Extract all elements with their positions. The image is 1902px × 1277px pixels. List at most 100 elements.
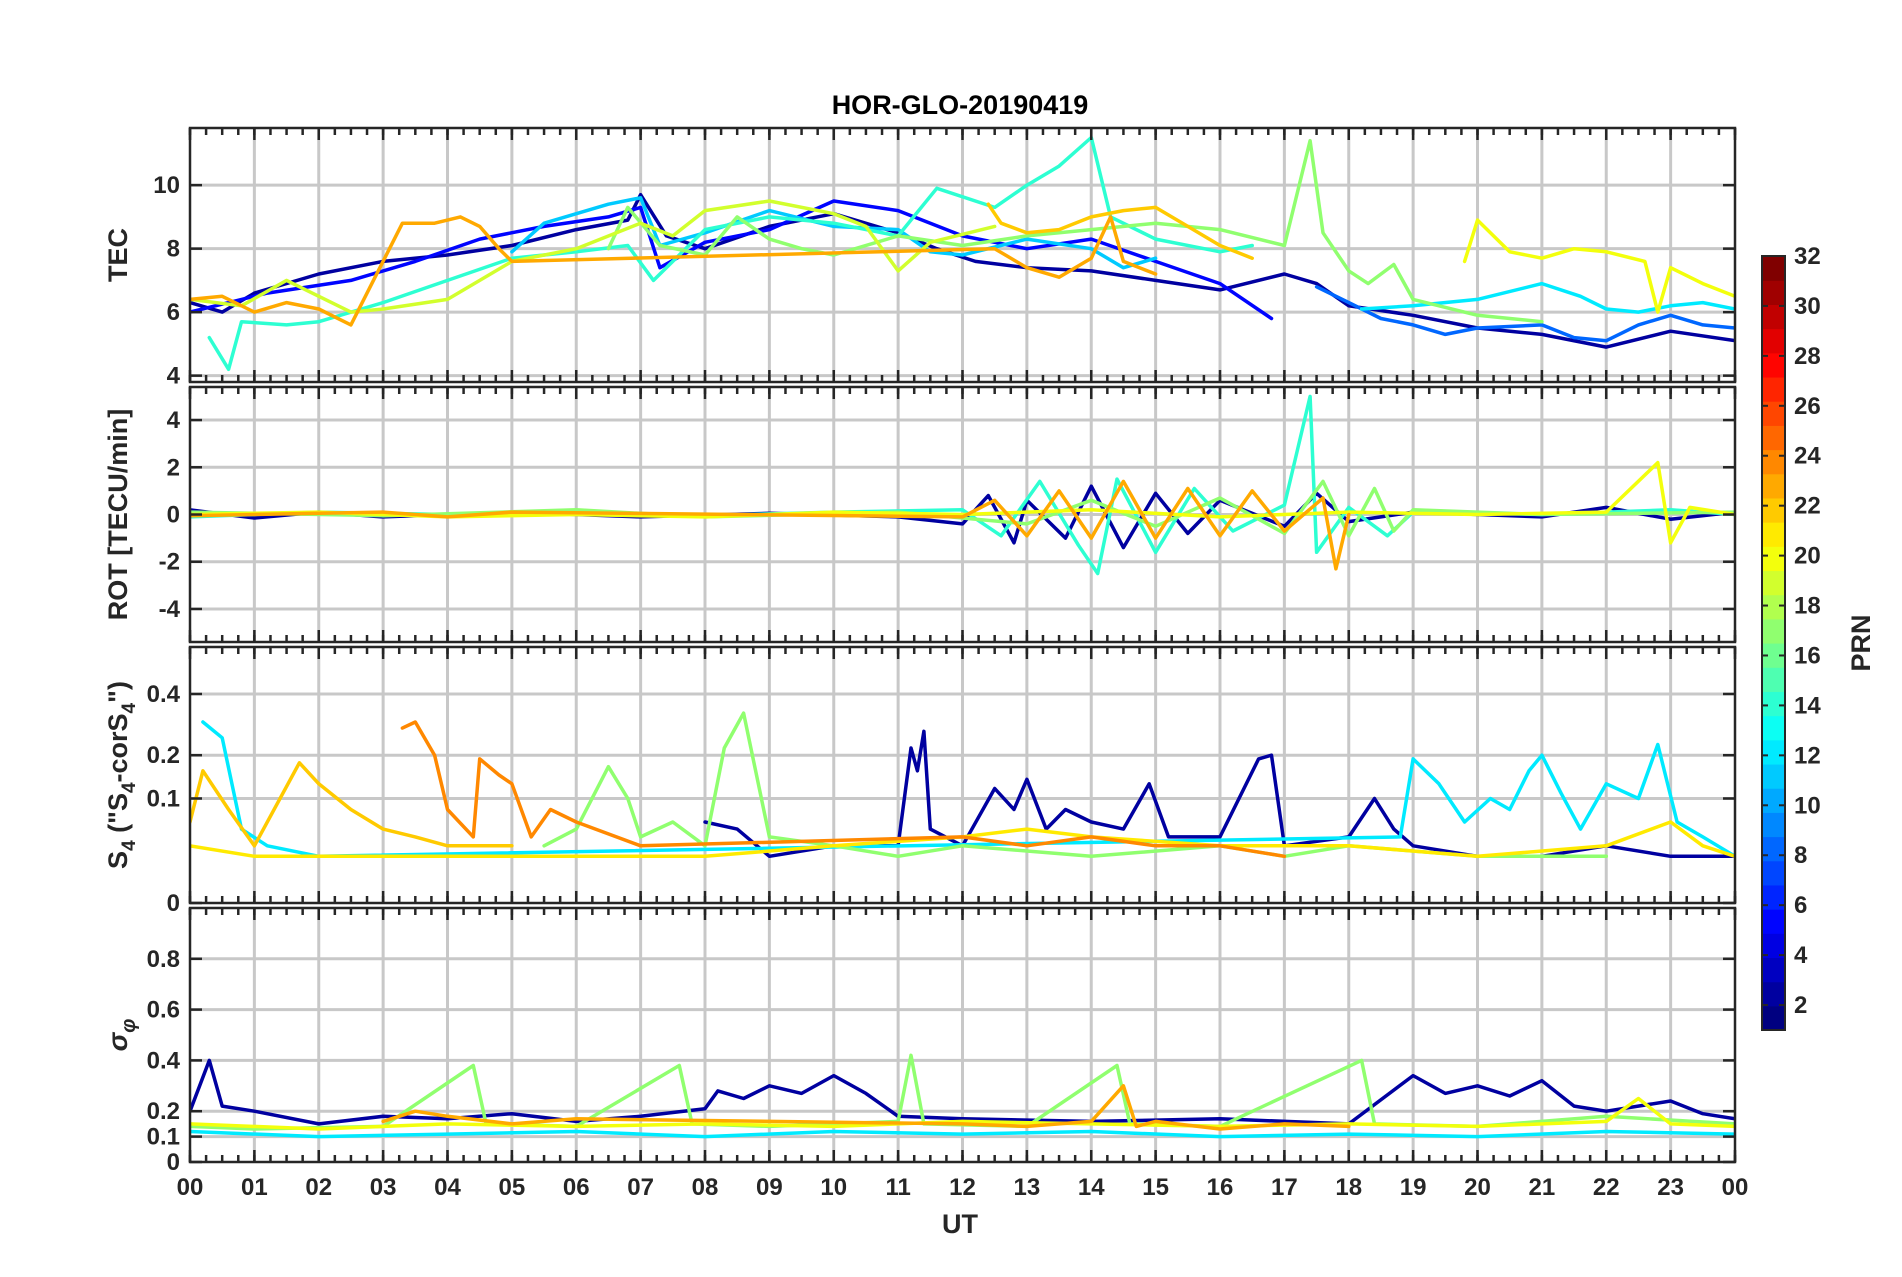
series-line-prn-2	[703, 729, 1735, 859]
colorbar-segment	[1762, 304, 1785, 330]
y-tick-label: 0.4	[147, 681, 181, 708]
y-tick-label: 2	[167, 454, 180, 481]
y-label-s4-part: ("S	[103, 793, 133, 840]
colorbar-tick-label: 12	[1794, 742, 1821, 769]
colorbar-segment	[1762, 497, 1785, 523]
x-tick-label: 15	[1142, 1174, 1169, 1201]
x-tick-label: 03	[370, 1174, 397, 1201]
x-tick-label: 20	[1464, 1174, 1491, 1201]
y-tick-label: 0.8	[147, 946, 180, 973]
x-tick-label: 13	[1014, 1174, 1041, 1201]
x-tick-label: 19	[1400, 1174, 1427, 1201]
series-line-prn-2	[190, 192, 1735, 349]
colorbar-segment	[1762, 522, 1785, 547]
colorbar-segment	[1762, 788, 1785, 813]
series-line-prn-22	[190, 761, 514, 848]
series-line-prn-12	[190, 1129, 1735, 1139]
colorbar-tick-label: 8	[1794, 842, 1807, 869]
colorbar-tick-label: 26	[1794, 393, 1821, 420]
colorbar-tick-label: 2	[1794, 992, 1807, 1019]
colorbar-segment	[1762, 570, 1785, 596]
y-label-s4-sub: 4	[119, 840, 140, 851]
colorbar-segment	[1762, 449, 1785, 475]
y-tick-label: 0.4	[147, 1047, 181, 1074]
series-group	[190, 394, 1735, 576]
y-axis-label: ROT [TECU/min]	[103, 409, 133, 620]
x-tick-label: 23	[1657, 1174, 1684, 1201]
colorbar-segment	[1762, 546, 1785, 572]
y-tick-label: 6	[167, 299, 180, 326]
x-tick-label: 08	[692, 1174, 719, 1201]
x-axis-label: UT	[942, 1209, 978, 1239]
series-line-prn-8	[1314, 285, 1735, 343]
colorbar-segment	[1762, 860, 1785, 886]
colorbar-tick-label: 32	[1794, 243, 1821, 270]
colorbar-tick-label: 10	[1794, 792, 1821, 819]
colorbar-segment	[1762, 1005, 1785, 1031]
x-tick-label: 00	[1722, 1174, 1749, 1201]
x-tick-label: 04	[434, 1174, 461, 1201]
y-label-s4-sub: 4	[119, 702, 140, 713]
x-tick-label: 16	[1207, 1174, 1234, 1201]
y-tick-label: 0	[167, 502, 180, 529]
y-label-phi-sub: φ	[118, 1019, 140, 1033]
x-tick-label: 05	[499, 1174, 526, 1201]
colorbar-segment	[1762, 618, 1785, 644]
colorbar-segment	[1762, 763, 1785, 789]
colorbar-tick-label: 22	[1794, 493, 1821, 520]
y-label-sigma: σ	[102, 1031, 133, 1051]
series-line-prn-12	[201, 720, 1735, 859]
series-line-prn-20	[1462, 218, 1735, 314]
x-tick-label: 21	[1529, 1174, 1556, 1201]
colorbar-tick-label: 18	[1794, 593, 1821, 620]
colorbar-segment	[1762, 667, 1785, 692]
panel-rot: -4 -2 0 2 4 ROT [TECU/min]	[103, 385, 1737, 644]
y-tick-label: 0	[167, 1149, 180, 1176]
y-tick-label: 4	[167, 363, 181, 390]
colorbar-tick-label: 30	[1794, 293, 1821, 320]
series-line-prn-22	[986, 202, 1254, 260]
y-tick-label: -4	[159, 596, 181, 623]
colorbar-segment	[1762, 957, 1785, 983]
x-tick-label: 00	[177, 1174, 204, 1201]
series-line-prn-23	[381, 1084, 1351, 1131]
colorbar-segment	[1762, 594, 1785, 620]
series-group	[190, 711, 1735, 859]
x-tick-label: 01	[241, 1174, 268, 1201]
colorbar-frame	[1761, 255, 1786, 1031]
series-line-prn-20	[190, 1096, 1735, 1131]
colorbar-segment	[1762, 715, 1785, 741]
series-line-prn-17	[606, 138, 1544, 324]
x-tick-label: 12	[949, 1174, 976, 1201]
y-tick-label: 0	[167, 890, 180, 917]
colorbar-label: PRN	[1846, 614, 1876, 671]
colorbar-tick-label: 4	[1794, 942, 1808, 969]
colorbar-segment	[1762, 981, 1785, 1007]
series-line-prn-20	[190, 460, 1735, 545]
x-tick-label: 06	[563, 1174, 590, 1201]
colorbar-segment	[1762, 425, 1785, 451]
x-tick-label: 09	[756, 1174, 783, 1201]
y-axis-label: σφ	[102, 1019, 140, 1052]
panel-tec: 4 6 8 10 TEC	[103, 126, 1737, 390]
y-axis-label: S4 ("S4-corS4")	[103, 681, 140, 869]
y-tick-label: 0.6	[147, 997, 180, 1024]
x-tick-label: 07	[627, 1174, 654, 1201]
y-tick-label: 0.2	[147, 742, 180, 769]
series-line-prn-12	[1359, 281, 1735, 314]
colorbar-segment	[1762, 473, 1785, 499]
colorbar-tick-label: 28	[1794, 343, 1821, 370]
x-tick-label: 11	[885, 1174, 910, 1201]
y-tick-label: 0.1	[147, 1124, 180, 1151]
colorbar-segment	[1762, 328, 1785, 354]
colorbar-tick-label: 14	[1794, 692, 1821, 719]
y-label-s4-part: -corS	[103, 713, 133, 782]
x-tick-label: 10	[820, 1174, 847, 1201]
colorbar-segment	[1762, 739, 1785, 765]
colorbar-segment	[1762, 933, 1785, 959]
x-tick-label: 18	[1335, 1174, 1362, 1201]
series-line-prn-14	[207, 135, 1254, 372]
colorbar-segment	[1762, 643, 1785, 668]
